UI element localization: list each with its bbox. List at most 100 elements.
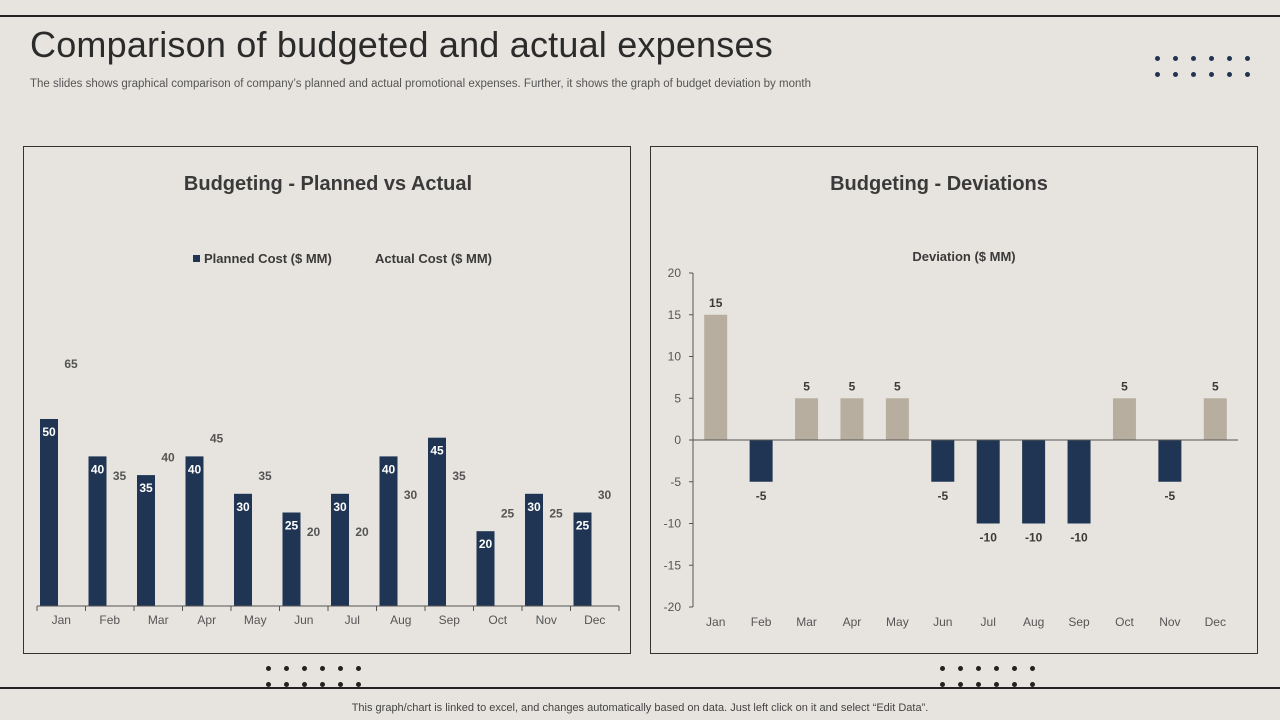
label-deviation-feb: -5 (756, 489, 767, 503)
bar-deviation-dec (1203, 398, 1227, 440)
label-actual-dec: 30 (598, 488, 612, 502)
chart-title: Budgeting - Planned vs Actual (184, 173, 472, 195)
bar-deviation-mar (795, 398, 819, 440)
page-title: Comparison of budgeted and actual expens… (30, 24, 773, 65)
label-deviation-may: 5 (894, 379, 901, 393)
bar-actual-aug (401, 493, 420, 606)
legend-swatch-planned (193, 255, 200, 262)
tick-label-mar: Mar (796, 615, 817, 629)
label-deviation-nov: -5 (1165, 489, 1176, 503)
legend-label-planned: Planned Cost ($ MM) (204, 251, 332, 266)
tick-label-dec: Dec (584, 613, 605, 627)
bar-deviation-jan (704, 314, 728, 440)
bar-planned-apr (185, 456, 204, 606)
label-planned-aug: 40 (382, 462, 396, 476)
deviations-panel: Budgeting - Deviations Deviation ($ MM) 20… (650, 146, 1258, 654)
y-tick-label: -5 (670, 475, 681, 489)
bar-deviation-feb (749, 440, 773, 482)
tick-label-mar: Mar (148, 613, 169, 627)
label-planned-may: 30 (236, 500, 250, 514)
bar-deviation-apr (840, 398, 864, 440)
tick-label-jan: Jan (52, 613, 71, 627)
decorative-dots-bottom-left (266, 666, 362, 687)
tick-label-jul: Jul (981, 615, 996, 629)
label-deviation-jul: -10 (980, 531, 998, 545)
bar-deviation-jun (931, 440, 955, 482)
bar-actual-apr (207, 437, 226, 606)
tick-label-aug: Aug (390, 613, 411, 627)
label-planned-apr: 40 (188, 462, 202, 476)
bar-planned-mar (137, 475, 155, 606)
y-tick-label: -15 (664, 558, 682, 572)
bar-planned-jan (40, 419, 58, 606)
bar-deviation-aug (1022, 440, 1046, 524)
tick-label-aug: Aug (1023, 615, 1044, 629)
tick-label-apr: Apr (197, 613, 216, 627)
tick-label-nov: Nov (536, 613, 557, 627)
label-deviation-apr: 5 (849, 379, 856, 393)
chart-title: Budgeting - Deviations (830, 173, 1048, 195)
deviations-chart: Budgeting - Deviations Deviation ($ MM) 20… (664, 173, 1238, 629)
label-actual-aug: 30 (404, 488, 418, 502)
bar-deviation-nov (1158, 440, 1182, 482)
bottom-rule (0, 687, 1280, 689)
label-actual-jan: 65 (64, 357, 78, 371)
bar-actual-oct (498, 512, 517, 606)
y-tick-label: 0 (674, 433, 681, 447)
label-planned-feb: 40 (91, 462, 105, 476)
bar-planned-jun (282, 512, 301, 606)
label-actual-jul: 20 (355, 525, 369, 539)
bar-actual-dec (595, 493, 614, 606)
bar-planned-may (234, 493, 252, 606)
label-actual-mar: 40 (161, 450, 175, 464)
tick-label-sep: Sep (1068, 615, 1090, 629)
tick-label-jul: Jul (345, 613, 360, 627)
label-deviation-oct: 5 (1121, 379, 1128, 393)
tick-label-feb: Feb (99, 613, 120, 627)
bar-deviation-may (885, 398, 909, 440)
bar-planned-dec (573, 512, 592, 606)
label-actual-may: 35 (258, 469, 272, 483)
bar-actual-sep (450, 475, 468, 606)
tick-label-apr: Apr (843, 615, 862, 629)
label-planned-nov: 30 (527, 500, 541, 514)
label-planned-jan: 50 (42, 425, 56, 439)
bar-actual-nov (547, 512, 565, 606)
bar-deviation-oct (1112, 398, 1136, 440)
label-deviation-sep: -10 (1070, 531, 1088, 545)
label-deviation-jan: 15 (709, 296, 723, 310)
tick-label-sep: Sep (439, 613, 461, 627)
label-planned-dec: 25 (576, 519, 590, 533)
tick-label-jan: Jan (706, 615, 725, 629)
bar-actual-may (256, 475, 274, 606)
tick-label-jun: Jun (294, 613, 313, 627)
label-actual-feb: 35 (113, 469, 127, 483)
label-actual-jun: 20 (307, 525, 321, 539)
label-deviation-mar: 5 (803, 379, 810, 393)
tick-label-oct: Oct (1115, 615, 1134, 629)
bar-actual-jul (353, 531, 371, 606)
label-planned-sep: 45 (430, 444, 444, 458)
bar-deviation-jul (976, 440, 1000, 524)
bar-planned-sep (428, 437, 446, 606)
y-tick-label: -10 (664, 517, 682, 531)
footer-note: This graph/chart is linked to excel, and… (351, 702, 929, 714)
bar-planned-nov (525, 493, 543, 606)
label-deviation-aug: -10 (1025, 531, 1043, 545)
y-tick-label: -20 (664, 600, 682, 614)
y-tick-label: 15 (668, 308, 682, 322)
bar-actual-feb (110, 475, 129, 606)
label-deviation-dec: 5 (1212, 379, 1219, 393)
page-subtitle: The slides shows graphical comparison of… (30, 78, 811, 90)
tick-label-nov: Nov (1159, 615, 1180, 629)
tick-label-may: May (886, 615, 909, 629)
bar-planned-jul (331, 493, 349, 606)
chart-subtitle: Deviation ($ MM) (912, 249, 1015, 264)
label-planned-oct: 20 (479, 537, 493, 551)
y-tick-label: 5 (674, 391, 681, 405)
label-actual-oct: 25 (501, 507, 515, 521)
label-actual-sep: 35 (452, 469, 466, 483)
bar-planned-oct (476, 531, 495, 606)
planned-vs-actual-chart: Budgeting - Planned vs Actual Planned Cos… (36, 173, 620, 627)
decorative-dots-bottom-right (940, 666, 1036, 687)
